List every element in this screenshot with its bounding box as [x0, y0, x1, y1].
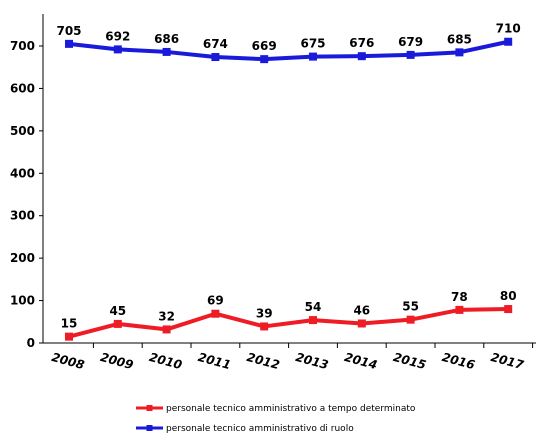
series-line-0: [68, 307, 509, 339]
data-label: 676: [349, 36, 374, 50]
data-point: [162, 325, 171, 334]
x-tick-label: 2008: [50, 350, 86, 372]
data-point: [357, 52, 366, 61]
y-tick-label: 100: [10, 294, 35, 308]
data-label: 15: [61, 317, 78, 331]
data-point: [211, 309, 220, 318]
data-label: 39: [256, 306, 273, 320]
x-tick-label: 2012: [245, 350, 281, 372]
series-layer: [65, 37, 513, 341]
data-label: 692: [105, 29, 130, 43]
x-tick-label: 2011: [196, 350, 232, 372]
data-label: 80: [500, 289, 517, 303]
data-point: [309, 316, 317, 325]
data-label: 686: [154, 32, 179, 46]
data-point: [455, 48, 464, 57]
data-point: [260, 322, 269, 331]
data-point: [357, 319, 366, 328]
data-point: [65, 332, 73, 341]
data-point: [504, 37, 513, 46]
legend-swatch-marker: [146, 405, 153, 411]
y-tick-label: 0: [27, 336, 35, 350]
data-label: 685: [447, 32, 472, 46]
data-label: 55: [402, 300, 419, 314]
legend: personale tecnico amministrativo a tempo…: [136, 404, 416, 434]
x-tick-label: 2017: [489, 350, 526, 372]
x-tick-label: 2013: [294, 350, 330, 372]
x-tick-label: 2014: [343, 350, 379, 372]
axes: 0 100 200 300 400 500 600 700 2008 2009 2010 2011 20…: [10, 14, 536, 372]
x-tick-label: 2015: [392, 350, 428, 372]
y-tick-label: 600: [10, 81, 35, 95]
data-label: 679: [398, 35, 423, 49]
y-tick-label: 200: [10, 251, 35, 265]
y-tick-label: 700: [10, 39, 35, 53]
y-tick-label: 400: [10, 166, 35, 180]
data-label: 46: [353, 303, 370, 317]
data-point: [309, 52, 317, 61]
data-point: [113, 319, 122, 328]
data-point: [162, 47, 171, 56]
data-label: 675: [300, 37, 325, 51]
y-tick-label: 300: [10, 209, 35, 223]
y-tick-label: 500: [10, 124, 35, 138]
legend-label: personale tecnico amministrativo a tempo…: [166, 404, 416, 414]
data-label: 674: [203, 37, 228, 51]
x-tick-label: 2010: [148, 350, 184, 372]
data-label: 669: [252, 39, 277, 53]
data-label: 69: [207, 294, 224, 308]
data-label: 32: [158, 309, 175, 323]
data-label: 54: [305, 300, 322, 314]
legend-label: personale tecnico amministrativo di ruol…: [166, 424, 354, 434]
data-label: 710: [496, 22, 521, 36]
x-tick-label: 2009: [99, 350, 135, 372]
data-point: [65, 39, 73, 48]
data-point: [406, 315, 415, 324]
legend-swatch-marker: [146, 425, 153, 431]
data-point: [455, 305, 464, 314]
data-label: 45: [109, 304, 126, 318]
data-point: [406, 50, 415, 59]
x-tick-label: 2016: [440, 350, 476, 372]
data-point: [113, 45, 122, 54]
data-point: [260, 55, 269, 64]
data-point: [211, 53, 220, 62]
data-label: 705: [56, 24, 81, 38]
series-line-1: [68, 39, 509, 62]
data-label: 78: [451, 290, 468, 304]
data-point: [504, 305, 513, 314]
data-labels: 15 45 32 69 39 54 46 55 78 80 705 692 686 674 669 675 67…: [56, 22, 520, 331]
